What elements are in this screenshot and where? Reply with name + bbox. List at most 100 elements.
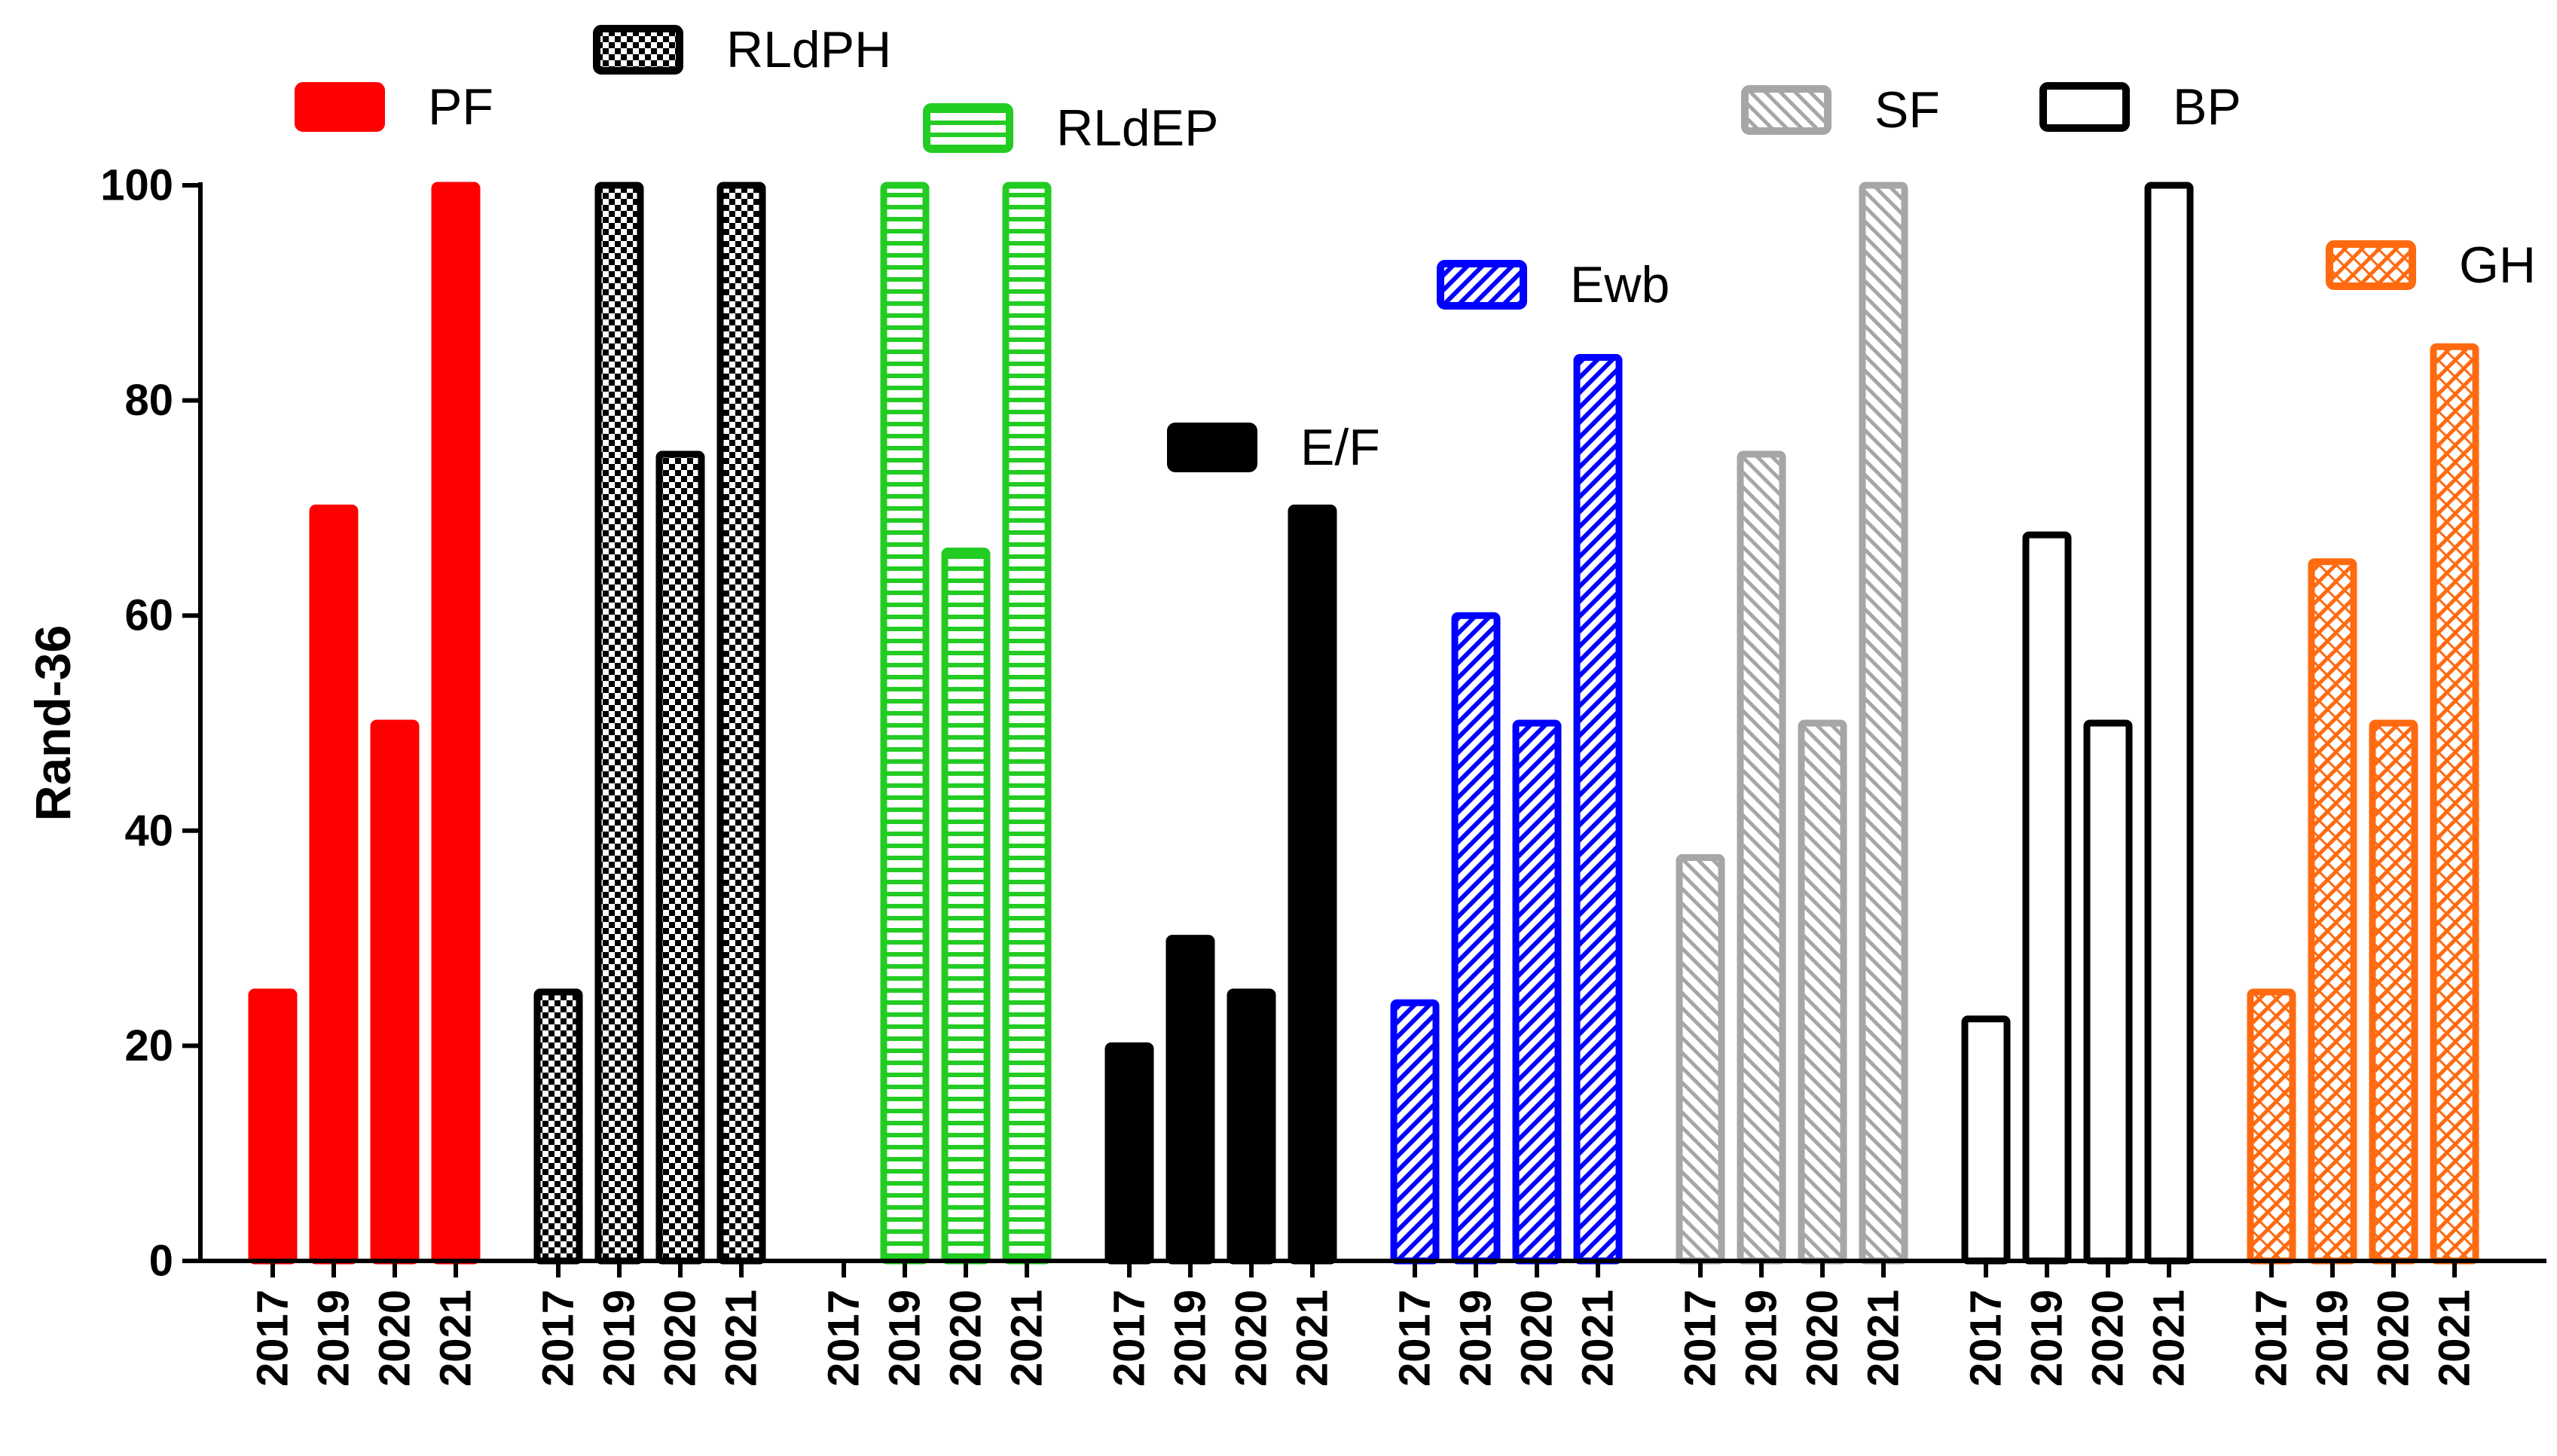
bar-sf-2020 [1798,719,1847,1265]
x-tick-label: 2019 [881,1290,930,1387]
y-tick-label: 80 [124,376,173,425]
legend-item-ewb: Ewb [1437,256,1670,313]
x-tick-label: 2019 [595,1290,644,1387]
x-tick-label: 2020 [1227,1290,1276,1387]
legend-swatch [1437,260,1527,310]
y-tick-label: 0 [149,1237,173,1286]
bar-gh-2019 [2308,558,2357,1265]
bar-e-f-2021 [1288,504,1337,1265]
series-pf [248,182,481,1265]
x-tick-label: 2020 [656,1290,705,1387]
bar-bp-2017 [1961,1015,2011,1265]
bar-pf-2017 [248,988,298,1265]
legend-swatch [1741,85,1831,135]
legend-swatch [1167,423,1257,472]
bar-rldph-2017 [533,988,583,1265]
series-rldep [880,182,1052,1265]
series-ewb [1390,353,1623,1265]
legend-item-rldep: RLdEP [923,99,1218,157]
series-bp [1961,182,2194,1265]
bar-pf-2021 [431,182,481,1265]
bar-sf-2019 [1737,450,1786,1265]
x-tick-label: 2020 [1798,1290,1847,1387]
x-tick-label: 2020 [371,1290,420,1387]
bar-bp-2020 [2083,719,2133,1265]
y-tick-label: 20 [124,1021,173,1070]
x-tick-label: 2019 [1452,1290,1501,1387]
series-rldph [533,182,766,1265]
legend-item-rldph: RLdPH [593,21,891,78]
legend-item-e-f: E/F [1167,419,1380,476]
legend-item-gh: GH [2326,237,2536,294]
x-tick-label: 2019 [2023,1290,2072,1387]
bar-gh-2017 [2247,988,2296,1265]
x-tick-label: 2021 [1288,1290,1337,1387]
x-tick-label: 2020 [1513,1290,1562,1387]
x-tick-label: 2017 [820,1290,869,1387]
marks-layer: 2017 2019 2020 2021 2017 2019 2020 2021 2017 2019… [248,182,2479,1387]
x-tick-label: 2021 [1859,1290,1908,1387]
legend-item-bp: BP [2039,78,2241,136]
bar-gh-2020 [2369,719,2418,1265]
bar-bp-2019 [2022,531,2072,1265]
bar-rldep-2020 [941,548,991,1265]
bar-ewb-2019 [1451,612,1501,1265]
x-tick-label: 2021 [432,1290,481,1387]
x-tick-label: 2019 [1166,1290,1215,1387]
bar-rldph-2019 [594,182,644,1265]
bar-ewb-2017 [1390,999,1440,1265]
bar-rldph-2020 [655,450,705,1265]
legend-label: Ewb [1570,256,1670,313]
bar-sf-2017 [1676,854,1725,1265]
bar-gh-2021 [2430,343,2479,1265]
bar-ewb-2021 [1573,353,1623,1265]
series-e-f [1104,504,1337,1265]
legend-swatch [2326,240,2416,290]
bar-rldep-2019 [880,182,930,1265]
x-tick-label: 2017 [1676,1290,1725,1387]
axis-layer: Rand-36 0 20 40 60 80 100 [25,161,2546,1286]
bar-e-f-2019 [1165,935,1215,1265]
y-tick-label: 60 [124,591,173,640]
legend-label: PF [428,78,493,136]
x-tick-label: 2017 [1391,1290,1440,1387]
legend-layer: PF RLdPH RLdEP E/F Ewb SF BP GH [295,21,2536,476]
x-tick-label: 2017 [1105,1290,1154,1387]
x-tick-label: 2021 [1574,1290,1623,1387]
x-tick-label: 2021 [2145,1290,2194,1387]
legend-swatch [593,25,683,75]
legend-swatch [2039,82,2130,132]
x-tick-label: 2019 [2308,1290,2357,1387]
x-tick-label: 2020 [2369,1290,2418,1387]
bar-ewb-2020 [1512,719,1562,1265]
series-sf [1676,182,1908,1265]
x-tick-label: 2020 [2084,1290,2133,1387]
series-gh [2247,343,2479,1265]
x-tick-label: 2019 [310,1290,359,1387]
legend-swatch [295,82,385,132]
bar-pf-2019 [309,504,359,1265]
bar-bp-2021 [2144,182,2194,1265]
legend-swatch [923,103,1013,153]
x-tick-label: 2021 [2430,1290,2479,1387]
legend-label: E/F [1300,419,1380,476]
bar-e-f-2020 [1227,988,1276,1265]
legend-item-sf: SF [1741,81,1940,139]
x-tick-label: 2021 [1003,1290,1052,1387]
y-axis-label: Rand-36 [25,625,81,821]
x-tick-label: 2021 [717,1290,766,1387]
bar-e-f-2017 [1104,1042,1154,1265]
x-tick-label: 2017 [249,1290,298,1387]
legend-label: RLdPH [726,21,891,78]
bar-pf-2020 [370,719,420,1265]
legend-label: BP [2173,78,2241,136]
y-tick-label: 40 [124,806,173,855]
legend-label: GH [2459,237,2536,294]
bar-rldph-2021 [716,182,766,1265]
legend-label: SF [1874,81,1940,139]
x-tick-label: 2017 [1962,1290,2011,1387]
x-tick-label: 2017 [534,1290,583,1387]
x-tick-label: 2019 [1737,1290,1786,1387]
